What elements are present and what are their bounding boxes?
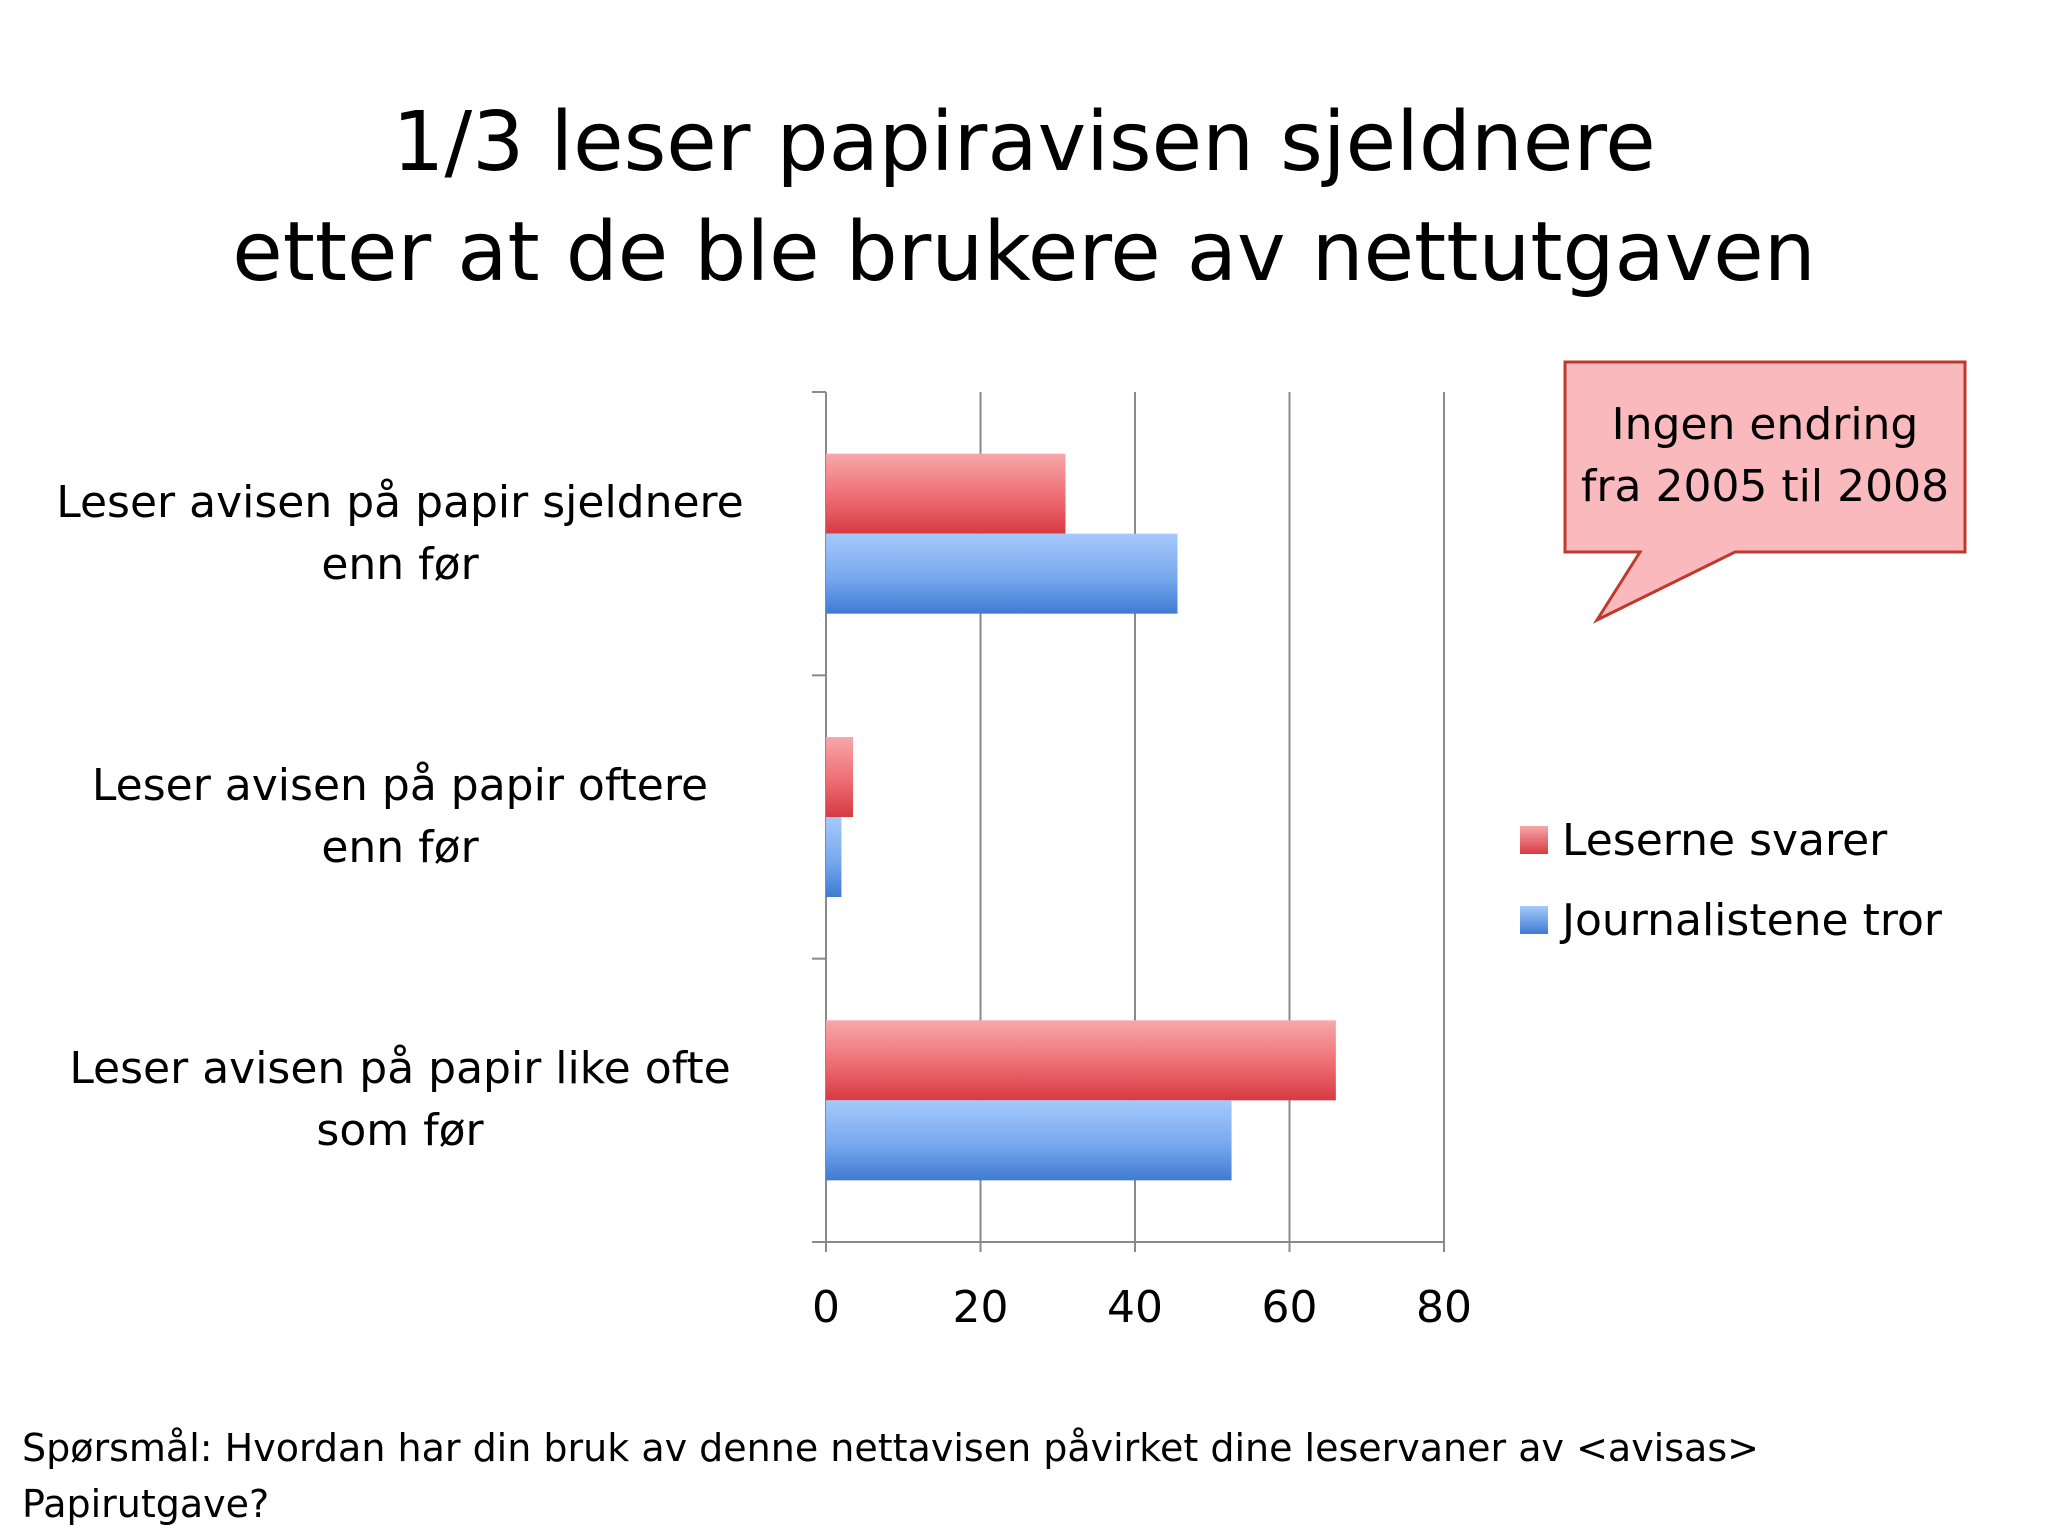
category-label-1-line-1: enn før bbox=[321, 822, 479, 873]
footnote: Spørsmål: Hvordan har din bruk av denne … bbox=[22, 1420, 1922, 1532]
bar-leserne-cat-0 bbox=[826, 453, 1066, 534]
footnote-line-2: Papirutgave? bbox=[22, 1482, 270, 1526]
callout-bubble bbox=[1563, 360, 1967, 624]
chart-title: 1/3 leser papiravisen sjeldnere etter at… bbox=[0, 88, 2048, 308]
category-label-2-line-0: Leser avisen på papir like ofte bbox=[69, 1043, 731, 1095]
category-label-0-line-1: enn før bbox=[321, 538, 479, 590]
callout-line-1: Ingen endring bbox=[1611, 399, 1919, 450]
legend-item-leserne: Leserne svarer bbox=[1520, 800, 1942, 880]
category-label-2-line-1: som før bbox=[316, 1105, 484, 1157]
x-tick-label-40: 40 bbox=[1107, 1282, 1163, 1333]
legend-swatch-blue bbox=[1520, 906, 1548, 934]
x-tick-label-80: 80 bbox=[1416, 1282, 1472, 1333]
category-label-2: Leser avisen på papir like ofte som før bbox=[20, 1038, 780, 1162]
chart-title-line-1: 1/3 leser papiravisen sjeldnere bbox=[392, 95, 1656, 190]
chart-title-line-2: etter at de ble brukere av nettutgaven bbox=[232, 205, 1816, 300]
bar-leserne-cat-2 bbox=[826, 1020, 1336, 1101]
bar-journalistene-cat-2 bbox=[826, 1100, 1232, 1181]
callout-bubble-shape bbox=[1563, 360, 1967, 624]
x-tick-label-20: 20 bbox=[953, 1282, 1009, 1333]
footnote-line-1: Spørsmål: Hvordan har din bruk av denne … bbox=[22, 1426, 1759, 1470]
bar-journalistene-cat-0 bbox=[826, 533, 1178, 614]
x-tick-label-0: 0 bbox=[812, 1282, 840, 1333]
legend-label-leserne: Leserne svarer bbox=[1562, 814, 1888, 866]
legend-label-journalistene: Journalistene tror bbox=[1562, 894, 1942, 946]
bar-journalistene-cat-1 bbox=[826, 817, 842, 897]
callout-text: Ingen endring fra 2005 til 2008 bbox=[1565, 362, 1965, 552]
callout-line-2: fra 2005 til 2008 bbox=[1580, 461, 1950, 512]
category-label-1: Leser avisen på papir oftere enn før bbox=[20, 755, 780, 879]
bar-leserne-cat-1 bbox=[826, 737, 854, 817]
legend-swatch-red bbox=[1520, 826, 1548, 854]
category-label-0-line-0: Leser avisen på papir sjeldnere bbox=[56, 476, 744, 528]
category-label-1-line-0: Leser avisen på papir oftere bbox=[91, 760, 709, 811]
legend-item-journalistene: Journalistene tror bbox=[1520, 880, 1942, 960]
x-tick-label-60: 60 bbox=[1262, 1282, 1318, 1333]
legend: Leserne svarer Journalistene tror bbox=[1520, 800, 1942, 960]
category-label-0: Leser avisen på papir sjeldnere enn før bbox=[20, 472, 780, 596]
